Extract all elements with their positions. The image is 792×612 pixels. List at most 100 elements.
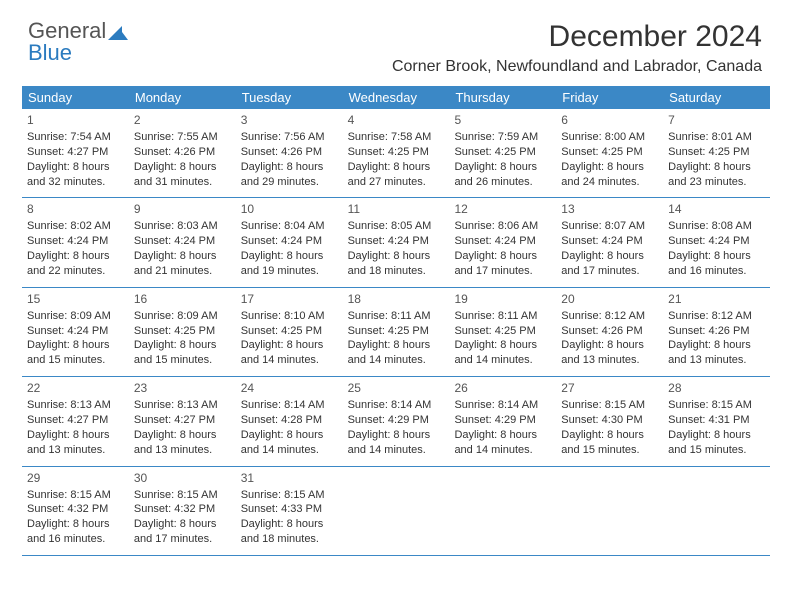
day-cell: 24Sunrise: 8:14 AMSunset: 4:28 PMDayligh… [236, 377, 343, 465]
sunset-text: Sunset: 4:33 PM [241, 502, 338, 517]
weekday-header: Monday [129, 86, 236, 109]
day-number: 18 [348, 292, 445, 306]
daylight-text: and 15 minutes. [668, 443, 765, 458]
week-row: 15Sunrise: 8:09 AMSunset: 4:24 PMDayligh… [22, 288, 770, 377]
sunset-text: Sunset: 4:26 PM [134, 145, 231, 160]
day-cell [663, 467, 770, 555]
day-number: 4 [348, 113, 445, 127]
day-number: 28 [668, 381, 765, 395]
day-number: 6 [561, 113, 658, 127]
daylight-text: Daylight: 8 hours [668, 249, 765, 264]
sunrise-text: Sunrise: 8:08 AM [668, 219, 765, 234]
weekday-header: Tuesday [236, 86, 343, 109]
daylight-text: Daylight: 8 hours [134, 338, 231, 353]
sunset-text: Sunset: 4:25 PM [561, 145, 658, 160]
sunset-text: Sunset: 4:27 PM [134, 413, 231, 428]
week-row: 29Sunrise: 8:15 AMSunset: 4:32 PMDayligh… [22, 467, 770, 556]
daylight-text: and 14 minutes. [348, 443, 445, 458]
page-title: December 2024 [549, 20, 762, 54]
daylight-text: and 18 minutes. [241, 532, 338, 547]
daylight-text: Daylight: 8 hours [27, 517, 124, 532]
day-number: 30 [134, 471, 231, 485]
daylight-text: and 24 minutes. [561, 175, 658, 190]
weekday-header: Friday [556, 86, 663, 109]
sunset-text: Sunset: 4:30 PM [561, 413, 658, 428]
day-number: 26 [454, 381, 551, 395]
day-cell: 28Sunrise: 8:15 AMSunset: 4:31 PMDayligh… [663, 377, 770, 465]
day-number: 23 [134, 381, 231, 395]
day-number: 8 [27, 202, 124, 216]
sunset-text: Sunset: 4:25 PM [668, 145, 765, 160]
sunset-text: Sunset: 4:25 PM [134, 324, 231, 339]
daylight-text: Daylight: 8 hours [134, 249, 231, 264]
day-cell: 23Sunrise: 8:13 AMSunset: 4:27 PMDayligh… [129, 377, 236, 465]
daylight-text: Daylight: 8 hours [454, 338, 551, 353]
daylight-text: Daylight: 8 hours [134, 160, 231, 175]
day-cell: 13Sunrise: 8:07 AMSunset: 4:24 PMDayligh… [556, 198, 663, 286]
sunset-text: Sunset: 4:32 PM [27, 502, 124, 517]
day-cell: 10Sunrise: 8:04 AMSunset: 4:24 PMDayligh… [236, 198, 343, 286]
sunrise-text: Sunrise: 8:09 AM [27, 309, 124, 324]
daylight-text: Daylight: 8 hours [348, 249, 445, 264]
sunrise-text: Sunrise: 8:09 AM [134, 309, 231, 324]
daylight-text: Daylight: 8 hours [241, 249, 338, 264]
sunset-text: Sunset: 4:25 PM [348, 145, 445, 160]
sunset-text: Sunset: 4:31 PM [668, 413, 765, 428]
sail-icon [108, 24, 128, 40]
day-cell: 16Sunrise: 8:09 AMSunset: 4:25 PMDayligh… [129, 288, 236, 376]
sunrise-text: Sunrise: 8:06 AM [454, 219, 551, 234]
daylight-text: Daylight: 8 hours [561, 428, 658, 443]
daylight-text: and 14 minutes. [454, 443, 551, 458]
daylight-text: and 17 minutes. [561, 264, 658, 279]
daylight-text: Daylight: 8 hours [27, 338, 124, 353]
day-cell: 1Sunrise: 7:54 AMSunset: 4:27 PMDaylight… [22, 109, 129, 197]
daylight-text: Daylight: 8 hours [348, 428, 445, 443]
day-number: 10 [241, 202, 338, 216]
daylight-text: Daylight: 8 hours [241, 338, 338, 353]
sunset-text: Sunset: 4:24 PM [241, 234, 338, 249]
sunset-text: Sunset: 4:24 PM [454, 234, 551, 249]
daylight-text: and 18 minutes. [348, 264, 445, 279]
day-cell: 20Sunrise: 8:12 AMSunset: 4:26 PMDayligh… [556, 288, 663, 376]
sunrise-text: Sunrise: 8:15 AM [561, 398, 658, 413]
day-number: 27 [561, 381, 658, 395]
day-cell: 9Sunrise: 8:03 AMSunset: 4:24 PMDaylight… [129, 198, 236, 286]
day-cell: 31Sunrise: 8:15 AMSunset: 4:33 PMDayligh… [236, 467, 343, 555]
sunset-text: Sunset: 4:24 PM [668, 234, 765, 249]
sunrise-text: Sunrise: 8:13 AM [134, 398, 231, 413]
sunset-text: Sunset: 4:32 PM [134, 502, 231, 517]
sunset-text: Sunset: 4:27 PM [27, 413, 124, 428]
day-cell: 12Sunrise: 8:06 AMSunset: 4:24 PMDayligh… [449, 198, 556, 286]
daylight-text: Daylight: 8 hours [668, 338, 765, 353]
day-number: 7 [668, 113, 765, 127]
day-number: 22 [27, 381, 124, 395]
day-cell: 8Sunrise: 8:02 AMSunset: 4:24 PMDaylight… [22, 198, 129, 286]
day-number: 1 [27, 113, 124, 127]
sunrise-text: Sunrise: 8:14 AM [454, 398, 551, 413]
day-cell: 25Sunrise: 8:14 AMSunset: 4:29 PMDayligh… [343, 377, 450, 465]
daylight-text: and 21 minutes. [134, 264, 231, 279]
daylight-text: Daylight: 8 hours [27, 249, 124, 264]
sunrise-text: Sunrise: 7:56 AM [241, 130, 338, 145]
sunrise-text: Sunrise: 8:00 AM [561, 130, 658, 145]
location-subtitle: Corner Brook, Newfoundland and Labrador,… [392, 58, 762, 76]
sunset-text: Sunset: 4:24 PM [348, 234, 445, 249]
day-cell: 21Sunrise: 8:12 AMSunset: 4:26 PMDayligh… [663, 288, 770, 376]
daylight-text: and 15 minutes. [134, 353, 231, 368]
daylight-text: and 32 minutes. [27, 175, 124, 190]
sunrise-text: Sunrise: 7:59 AM [454, 130, 551, 145]
sunrise-text: Sunrise: 8:10 AM [241, 309, 338, 324]
daylight-text: Daylight: 8 hours [668, 428, 765, 443]
sunset-text: Sunset: 4:25 PM [454, 324, 551, 339]
sunrise-text: Sunrise: 8:05 AM [348, 219, 445, 234]
day-cell: 5Sunrise: 7:59 AMSunset: 4:25 PMDaylight… [449, 109, 556, 197]
daylight-text: and 27 minutes. [348, 175, 445, 190]
daylight-text: and 22 minutes. [27, 264, 124, 279]
sunrise-text: Sunrise: 8:13 AM [27, 398, 124, 413]
day-number: 3 [241, 113, 338, 127]
brand-logo: General Blue [28, 20, 128, 64]
daylight-text: Daylight: 8 hours [241, 428, 338, 443]
daylight-text: and 29 minutes. [241, 175, 338, 190]
day-cell: 3Sunrise: 7:56 AMSunset: 4:26 PMDaylight… [236, 109, 343, 197]
sunrise-text: Sunrise: 7:54 AM [27, 130, 124, 145]
